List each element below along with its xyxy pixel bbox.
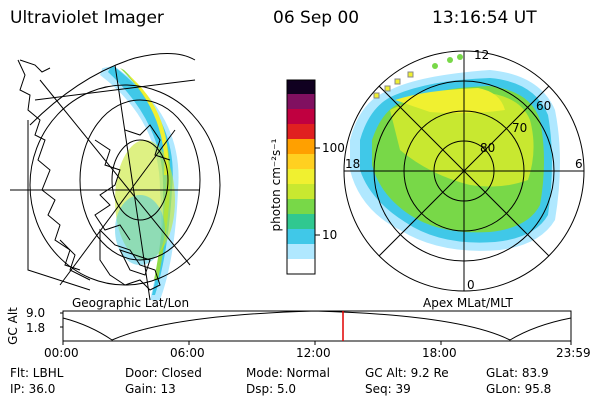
date-label: 06 Sep 00 bbox=[273, 8, 360, 28]
mlat-70-label: 70 bbox=[512, 121, 528, 135]
coastlines bbox=[17, 59, 171, 291]
station-markers bbox=[373, 54, 463, 99]
instrument-title: Ultraviolet Imager bbox=[10, 8, 164, 28]
mlt-18-label: 18 bbox=[345, 157, 361, 171]
altitude-plot bbox=[60, 310, 572, 345]
right-aurora bbox=[350, 70, 560, 251]
colorbar-tick-10: 10 bbox=[322, 228, 338, 242]
x-tick-1800: 18:00 bbox=[422, 346, 457, 360]
mlt-12-label: 12 bbox=[474, 48, 490, 62]
info-gc-alt: GC Alt: 9.2 Re bbox=[365, 366, 449, 380]
time-label: 13:16:54 UT bbox=[432, 8, 537, 28]
info-ip: IP: 36.0 bbox=[10, 382, 56, 396]
x-tick-2359: 23:59 bbox=[556, 346, 591, 360]
left-aurora bbox=[100, 65, 179, 300]
info-door: Door: Closed bbox=[125, 366, 202, 380]
mlat-80-label: 80 bbox=[480, 141, 496, 155]
x-tick-0600: 06:00 bbox=[170, 346, 205, 360]
mlt-0-label: 0 bbox=[467, 278, 475, 292]
mlt-6-label: 6 bbox=[575, 157, 583, 171]
mlat-60-label: 60 bbox=[536, 99, 552, 113]
info-glat: GLat: 83.9 bbox=[486, 366, 549, 380]
colorbar-unit: photon cm⁻²s⁻¹ bbox=[269, 138, 283, 232]
altitude-ytick-high: 9.0 bbox=[26, 306, 46, 320]
info-mode: Mode: Normal bbox=[246, 366, 330, 380]
right-panel-caption: Apex MLat/MLT bbox=[423, 296, 513, 310]
polar-grid bbox=[343, 50, 585, 292]
altitude-ylabel: GC Alt bbox=[5, 307, 20, 345]
left-panel-caption: Geographic Lat/Lon bbox=[72, 296, 190, 310]
info-seq: Seq: 39 bbox=[365, 382, 411, 396]
colorbar bbox=[286, 79, 320, 275]
info-flt: Flt: LBHL bbox=[10, 366, 64, 380]
info-dsp: Dsp: 5.0 bbox=[246, 382, 297, 396]
x-tick-0000: 00:00 bbox=[44, 346, 79, 360]
info-gain: Gain: 13 bbox=[125, 382, 176, 396]
altitude-ytick-low: 1.8 bbox=[26, 321, 46, 335]
colorbar-tick-100: 100 bbox=[322, 141, 345, 155]
info-glon: GLon: 95.8 bbox=[486, 382, 552, 396]
x-tick-1200: 12:00 bbox=[296, 346, 331, 360]
